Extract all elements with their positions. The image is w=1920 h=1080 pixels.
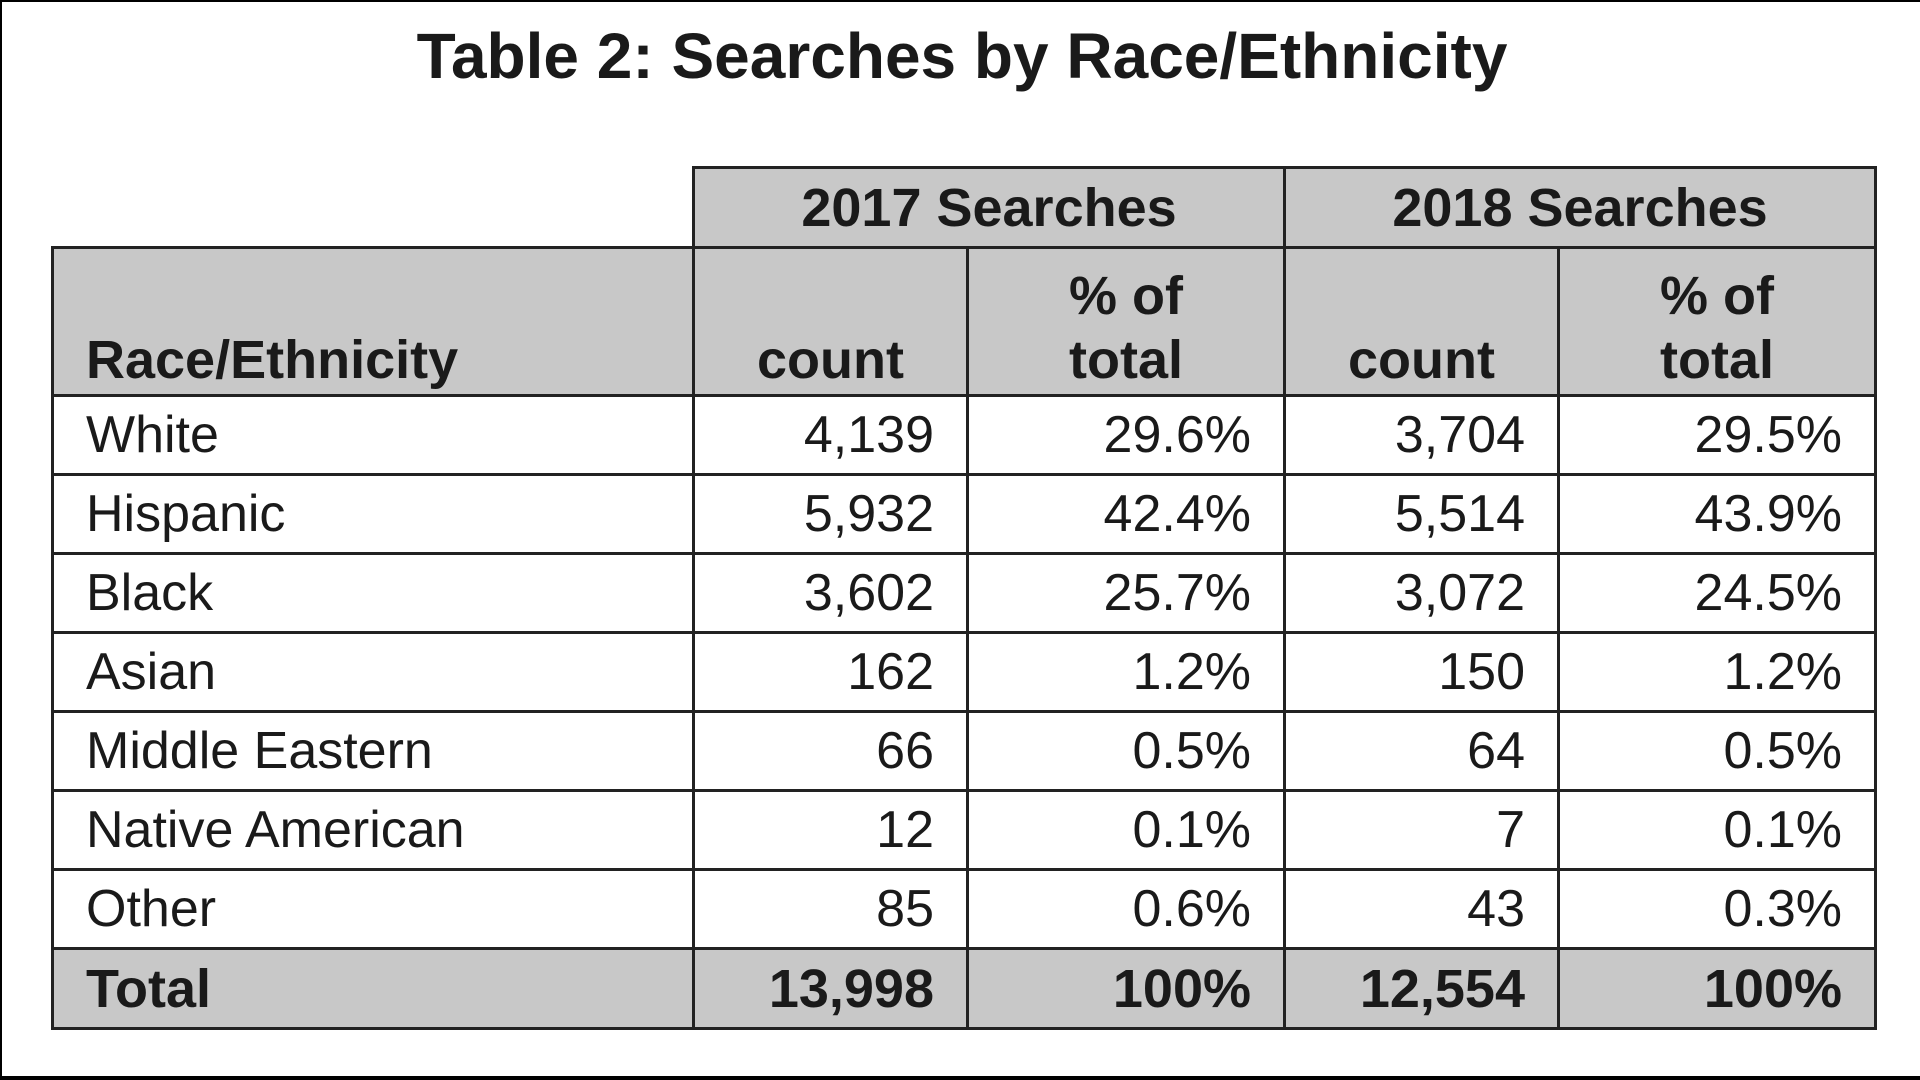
total-pct-2017-cell: 100% bbox=[966, 947, 1286, 1030]
column-header-pct-2018: % of total bbox=[1557, 246, 1877, 397]
pct-2018-cell: 1.2% bbox=[1557, 631, 1877, 713]
pct-2018-cell: 0.5% bbox=[1557, 710, 1877, 792]
pct-2017-cell: 25.7% bbox=[966, 552, 1286, 634]
count-2018-cell: 150 bbox=[1283, 631, 1560, 713]
count-2017-cell: 4,139 bbox=[692, 394, 969, 476]
total-pct-2018-cell: 100% bbox=[1557, 947, 1877, 1030]
group-header-row: 2017 Searches 2018 Searches bbox=[52, 166, 1877, 249]
table-row: Asian 162 1.2% 150 1.2% bbox=[51, 631, 1877, 713]
pct-2018-cell: 29.5% bbox=[1557, 394, 1877, 476]
pct-2017-cell: 29.6% bbox=[966, 394, 1286, 476]
total-label-cell: Total bbox=[51, 947, 695, 1030]
blank-corner-cell bbox=[52, 167, 695, 249]
count-2018-cell: 3,072 bbox=[1283, 552, 1560, 634]
group-header-2018: 2018 Searches bbox=[1283, 166, 1877, 249]
count-2017-cell: 5,932 bbox=[692, 473, 969, 555]
row-label-cell: Other bbox=[51, 868, 695, 950]
pct-header-text: % of total bbox=[1069, 266, 1183, 390]
pct-2017-cell: 0.5% bbox=[966, 710, 1286, 792]
table-row: Black 3,602 25.7% 3,072 24.5% bbox=[51, 552, 1877, 634]
searches-table: 2017 Searches 2018 Searches Race/Ethnici… bbox=[51, 166, 1877, 1030]
table-row: Middle Eastern 66 0.5% 64 0.5% bbox=[51, 710, 1877, 792]
table-row: Hispanic 5,932 42.4% 5,514 43.9% bbox=[51, 473, 1877, 555]
column-header-row: Race/Ethnicity count % of total count % … bbox=[51, 246, 1877, 397]
count-2018-cell: 3,704 bbox=[1283, 394, 1560, 476]
table-row: Other 85 0.6% 43 0.3% bbox=[51, 868, 1877, 950]
count-2017-cell: 162 bbox=[692, 631, 969, 713]
count-2017-cell: 66 bbox=[692, 710, 969, 792]
count-2018-cell: 64 bbox=[1283, 710, 1560, 792]
row-label-cell: White bbox=[51, 394, 695, 476]
count-2017-cell: 12 bbox=[692, 789, 969, 871]
pct-2018-cell: 0.3% bbox=[1557, 868, 1877, 950]
total-count-2017-cell: 13,998 bbox=[692, 947, 969, 1030]
table-body: White 4,139 29.6% 3,704 29.5% Hispanic 5,932 42… bbox=[51, 394, 1877, 950]
table-row: White 4,139 29.6% 3,704 29.5% bbox=[51, 394, 1877, 476]
count-2017-cell: 85 bbox=[692, 868, 969, 950]
count-2017-cell: 3,602 bbox=[692, 552, 969, 634]
column-header-pct-2017: % of total bbox=[966, 246, 1286, 397]
row-label-cell: Hispanic bbox=[51, 473, 695, 555]
pct-2018-cell: 43.9% bbox=[1557, 473, 1877, 555]
row-label-cell: Asian bbox=[51, 631, 695, 713]
pct-2018-cell: 0.1% bbox=[1557, 789, 1877, 871]
count-2018-cell: 43 bbox=[1283, 868, 1560, 950]
group-header-2017: 2017 Searches bbox=[692, 166, 1286, 249]
pct-2017-cell: 1.2% bbox=[966, 631, 1286, 713]
count-2018-cell: 7 bbox=[1283, 789, 1560, 871]
total-row: Total 13,998 100% 12,554 100% bbox=[51, 947, 1877, 1030]
column-header-count-2017: count bbox=[692, 246, 969, 397]
row-label-cell: Black bbox=[51, 552, 695, 634]
row-label-cell: Middle Eastern bbox=[51, 710, 695, 792]
total-count-2018-cell: 12,554 bbox=[1283, 947, 1560, 1030]
pct-2018-cell: 24.5% bbox=[1557, 552, 1877, 634]
pct-2017-cell: 42.4% bbox=[966, 473, 1286, 555]
pct-header-text: % of total bbox=[1660, 266, 1774, 390]
pct-2017-cell: 0.1% bbox=[966, 789, 1286, 871]
table-row: Native American 12 0.1% 7 0.1% bbox=[51, 789, 1877, 871]
count-2018-cell: 5,514 bbox=[1283, 473, 1560, 555]
column-header-count-2018: count bbox=[1283, 246, 1560, 397]
table-title: Table 2: Searches by Race/Ethnicity bbox=[416, 20, 1508, 92]
row-label-cell: Native American bbox=[51, 789, 695, 871]
column-header-race-ethnicity: Race/Ethnicity bbox=[51, 246, 695, 397]
pct-2017-cell: 0.6% bbox=[966, 868, 1286, 950]
